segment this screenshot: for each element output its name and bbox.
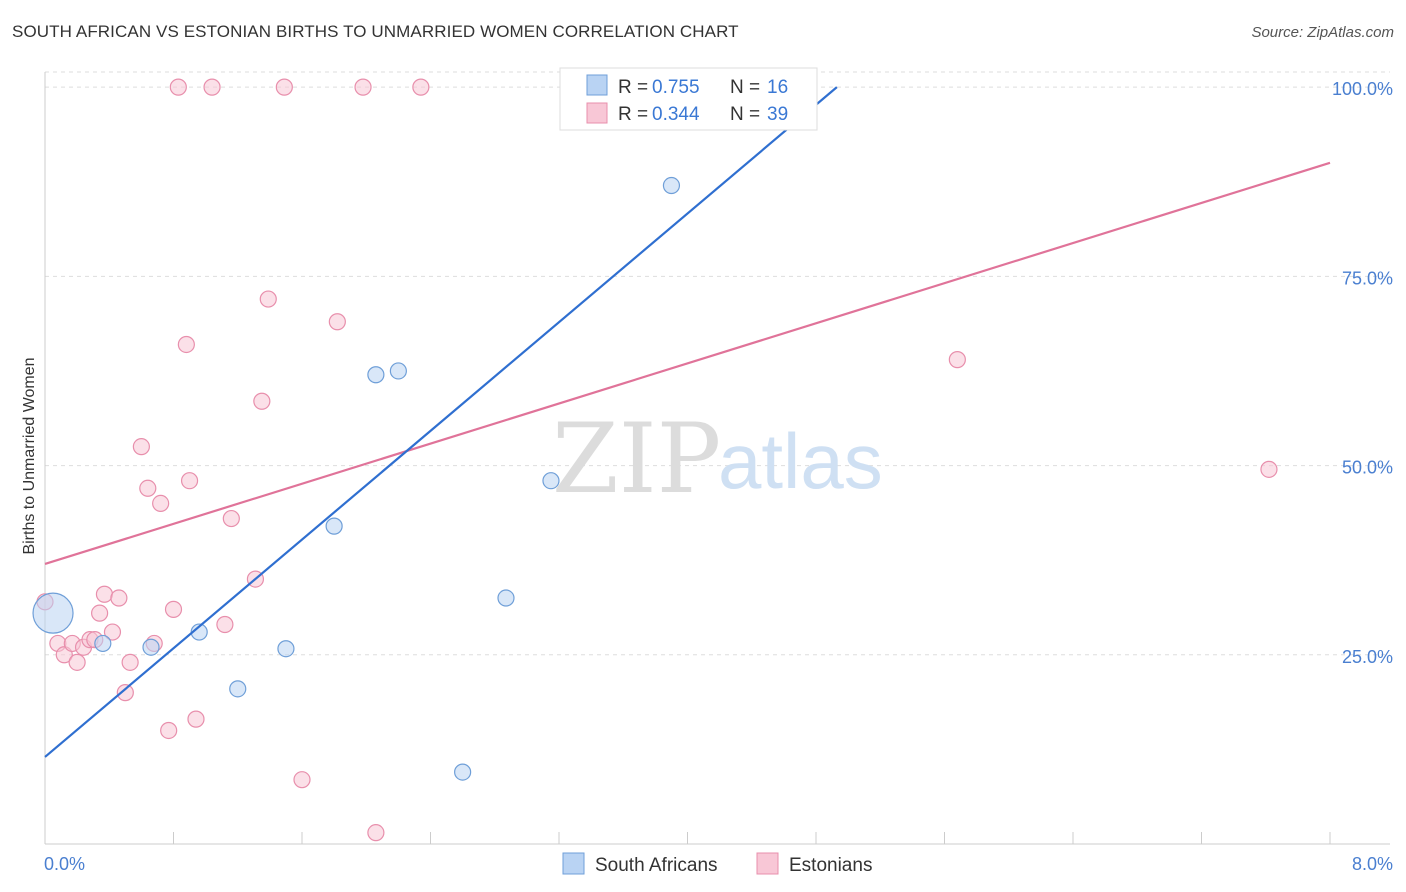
y-tick-labels: 25.0% 50.0% 75.0% 100.0% <box>1332 79 1393 667</box>
estonians-point <box>68 653 86 671</box>
watermark-zip: ZIP <box>552 403 721 515</box>
bottom-legend: South Africans Estonians <box>562 852 872 876</box>
estonians-point <box>91 604 109 622</box>
estonians-point <box>216 615 234 634</box>
legend-swatch-pink <box>586 102 608 124</box>
estonians-point <box>412 78 430 96</box>
estonians-point <box>1260 460 1278 478</box>
estonians-point <box>152 494 170 513</box>
trend-lines <box>44 86 1331 758</box>
y-tick-label: 100.0% <box>1332 79 1393 99</box>
south-africans-points <box>32 78 777 781</box>
south-africans-point <box>662 176 681 195</box>
south-africans-point <box>389 362 407 380</box>
legend-r-value: 0.344 <box>652 104 700 125</box>
south-africans-point <box>325 517 343 535</box>
estonians-point <box>160 721 178 740</box>
south-africans-point <box>277 640 295 658</box>
south-africans-point <box>497 589 515 607</box>
x-tick-label: 0.0% <box>44 854 85 874</box>
estonians-point <box>253 392 271 410</box>
y-tick-label: 50.0% <box>1342 458 1393 478</box>
x-tick-label: 8.0% <box>1352 854 1393 874</box>
estonians-point <box>121 653 139 671</box>
estonians-point <box>103 623 122 641</box>
legend-n-label: N = <box>730 77 760 98</box>
axes <box>44 72 1390 845</box>
bottom-legend-swatch-pink <box>756 852 779 875</box>
south-africans-point <box>94 634 112 653</box>
estonians-point <box>293 771 311 789</box>
bottom-legend-estonians: Estonians <box>789 855 872 876</box>
estonians-point <box>328 313 346 331</box>
estonians-point <box>948 351 966 369</box>
south-africans-point <box>229 680 247 698</box>
south-africans-point <box>367 366 385 384</box>
legend-n-value: 16 <box>767 77 788 98</box>
south-africans-point <box>142 638 160 656</box>
chart-title: SOUTH AFRICAN VS ESTONIAN BIRTHS TO UNMA… <box>12 22 739 41</box>
estonians-point <box>116 684 134 702</box>
estonians-point <box>139 479 157 497</box>
legend-n-value: 39 <box>767 104 788 125</box>
south-africans-point <box>542 472 560 490</box>
estonians-point <box>169 78 187 96</box>
estonians-point <box>354 78 372 96</box>
estonians-trend-line <box>44 161 1331 566</box>
x-tick-labels: 0.0% 8.0% <box>44 854 1393 874</box>
estonians-point <box>132 438 150 456</box>
south-africans-point <box>32 592 74 634</box>
source-credit: Source: ZipAtlas.com <box>1251 24 1394 41</box>
estonians-point <box>275 78 293 96</box>
south-africans-point <box>454 763 472 781</box>
y-tick-label: 75.0% <box>1342 268 1393 288</box>
bottom-legend-swatch-blue <box>562 852 585 875</box>
estonians-point <box>110 589 128 607</box>
estonians-point <box>95 585 114 603</box>
estonians-point <box>203 78 221 96</box>
legend-n-label: N = <box>730 104 760 125</box>
y-tick-label: 25.0% <box>1342 647 1393 667</box>
legend-r-label: R = <box>618 77 648 98</box>
y-axis-title: Births to Unmarried Women <box>21 357 38 554</box>
legend-r-value: 0.755 <box>652 77 700 98</box>
bottom-legend-south-africans: South Africans <box>595 855 718 876</box>
estonians-point <box>180 472 199 490</box>
estonians-point <box>164 600 183 618</box>
south-africans-trend-line <box>44 86 838 758</box>
legend-r-label: R = <box>618 104 648 125</box>
estonians-point <box>367 824 385 842</box>
estonians-point <box>177 335 195 354</box>
estonians-point <box>222 509 240 528</box>
legend: R = 0.755 N = 16 R = 0.344 N = 39 <box>559 67 818 131</box>
legend-swatch-blue <box>586 74 608 96</box>
watermark-atlas: atlas <box>718 417 883 505</box>
grid-lines <box>45 71 1390 656</box>
estonians-point <box>187 710 205 728</box>
estonians-point <box>259 290 277 308</box>
